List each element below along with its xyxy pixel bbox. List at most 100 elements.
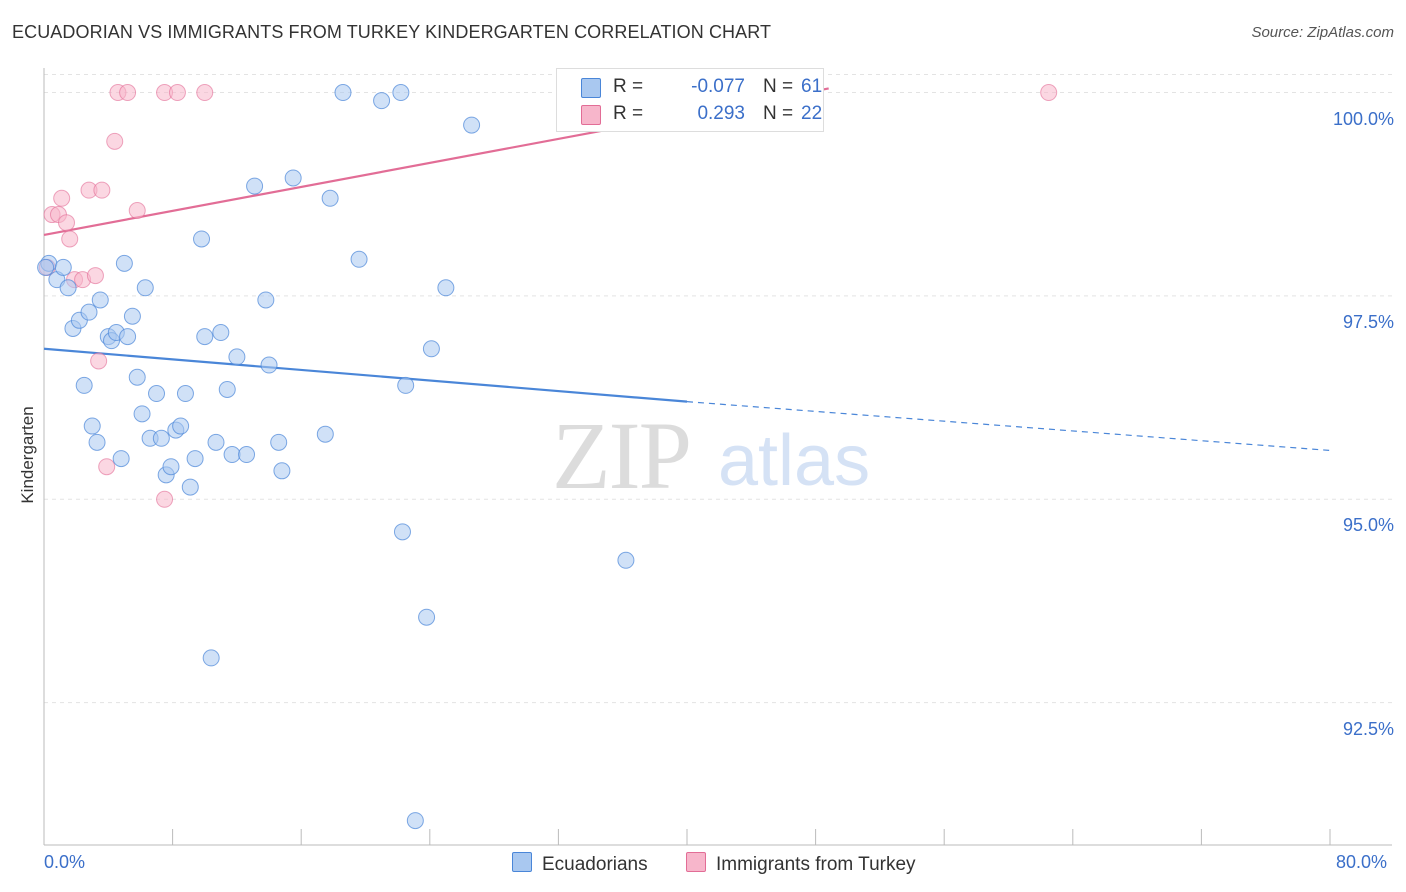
ecuadorian-point xyxy=(186,450,204,468)
y-tick-label: 100.0% xyxy=(1332,108,1394,129)
turkey-point xyxy=(156,490,174,508)
legend-r-label: R = xyxy=(613,103,644,124)
ecuadorian-point xyxy=(162,458,180,476)
ecuadorian-point xyxy=(321,189,339,207)
ecuadorian-point xyxy=(228,348,246,366)
ecuadorian-point xyxy=(392,84,410,102)
turkey-point xyxy=(106,132,124,150)
bottom-legend-ecuadorians[interactable]: Ecuadorians xyxy=(512,852,648,876)
stats-legend: R = -0.077 N = 61 R = 0.293 N = 22 xyxy=(556,68,824,132)
watermark-zip: ZIP xyxy=(552,402,692,509)
ecuadorian-point xyxy=(152,429,170,447)
y-axis-label: Kindergarten xyxy=(18,406,37,504)
y-tick-label: 92.5% xyxy=(1342,718,1394,739)
legend-swatch-ecuadorians xyxy=(581,78,601,98)
trend-layer xyxy=(43,87,1331,452)
turkey-point xyxy=(98,458,116,476)
ecuadorian-point xyxy=(316,425,334,443)
ecuadorian-point xyxy=(75,376,93,394)
ecuadorian-point xyxy=(80,303,98,321)
ecuadorian-point xyxy=(350,250,368,268)
ecuadorians-trendline-extension xyxy=(686,401,1331,452)
ecuadorian-point xyxy=(463,116,481,134)
ecuadorian-point xyxy=(617,551,635,569)
y-tick-label: 97.5% xyxy=(1342,311,1394,332)
ecuadorian-point xyxy=(193,230,211,248)
legend-swatch-ecuadorians xyxy=(512,852,532,872)
ecuadorian-point xyxy=(373,92,391,110)
ecuadorian-point xyxy=(246,177,264,195)
turkey-point xyxy=(168,84,186,102)
ecuadorian-point xyxy=(133,405,151,423)
turkey-point xyxy=(93,181,111,199)
legend-swatch-turkey xyxy=(581,105,601,125)
ecuadorian-point xyxy=(218,380,236,398)
legend-n-label: N = xyxy=(763,76,794,97)
ecuadorian-point xyxy=(112,450,130,468)
ecuadorian-point xyxy=(91,291,109,309)
x-tick-label-min: 0.0% xyxy=(44,852,86,872)
ecuadorian-point xyxy=(172,417,190,435)
ecuadorian-point xyxy=(88,433,106,451)
turkey-point xyxy=(196,84,214,102)
bottom-legend-turkey[interactable]: Immigrants from Turkey xyxy=(686,852,916,876)
source-label: Source: ZipAtlas.com xyxy=(1251,24,1394,41)
ecuadorian-point xyxy=(397,376,415,394)
grid-layer xyxy=(44,74,1392,704)
ecuadorian-point xyxy=(207,433,225,451)
legend-swatch-turkey xyxy=(686,852,706,872)
ecuadorian-point xyxy=(83,417,101,435)
points-layer xyxy=(37,84,1058,830)
ecuadorian-point xyxy=(406,812,424,830)
legend-r-label: R = xyxy=(613,76,644,97)
ecuadorian-point xyxy=(223,446,241,464)
legend-n-value: 61 xyxy=(801,76,823,97)
turkey-point xyxy=(1040,84,1058,102)
chart-title: ECUADORIAN VS IMMIGRANTS FROM TURKEY KIN… xyxy=(12,22,772,42)
legend-n-label: N = xyxy=(763,103,794,124)
ecuadorian-point xyxy=(418,608,436,626)
legend-label-ecuadorians: Ecuadorians xyxy=(542,854,648,875)
ecuadorian-point xyxy=(37,258,55,276)
legend-r-value: -0.077 xyxy=(691,76,745,97)
ecuadorian-point xyxy=(284,169,302,187)
ecuadorian-point xyxy=(257,291,275,309)
ecuadorian-point xyxy=(238,446,256,464)
ecuadorian-point xyxy=(176,385,194,403)
ecuadorian-point xyxy=(270,433,288,451)
ecuadorian-point xyxy=(115,254,133,272)
turkey-point xyxy=(53,189,71,207)
y-tick-label: 95.0% xyxy=(1342,515,1394,536)
ecuadorian-point xyxy=(54,258,72,276)
ecuadorian-point xyxy=(119,328,137,346)
ecuadorian-point xyxy=(123,307,141,325)
ecuadorian-point xyxy=(196,328,214,346)
ecuadorian-point xyxy=(437,279,455,297)
turkey-point xyxy=(119,84,137,102)
ecuadorians-trendline xyxy=(43,347,688,403)
ecuadorian-point xyxy=(334,84,352,102)
watermark-atlas: atlas xyxy=(718,421,871,501)
x-tick-label-max: 80.0% xyxy=(1336,852,1388,872)
ecuadorian-point xyxy=(148,385,166,403)
legend-n-value: 22 xyxy=(801,103,823,124)
legend-r-value: 0.293 xyxy=(697,103,745,124)
ecuadorian-point xyxy=(212,324,230,342)
ecuadorian-point xyxy=(393,523,411,541)
axis-layer xyxy=(43,68,1392,846)
turkey-point xyxy=(128,201,146,219)
ecuadorian-point xyxy=(136,279,154,297)
ecuadorian-point xyxy=(202,649,220,667)
turkey-point xyxy=(58,214,76,232)
legend-label-turkey: Immigrants from Turkey xyxy=(716,854,916,875)
ecuadorian-point xyxy=(128,368,146,386)
ecuadorian-point xyxy=(422,340,440,358)
ecuadorian-point xyxy=(59,279,77,297)
turkey-point xyxy=(61,230,79,248)
ecuadorian-point xyxy=(273,462,291,480)
ecuadorian-point xyxy=(181,478,199,496)
ecuadorian-point xyxy=(260,356,278,374)
turkey-point xyxy=(90,352,108,370)
turkey-point xyxy=(86,267,104,285)
